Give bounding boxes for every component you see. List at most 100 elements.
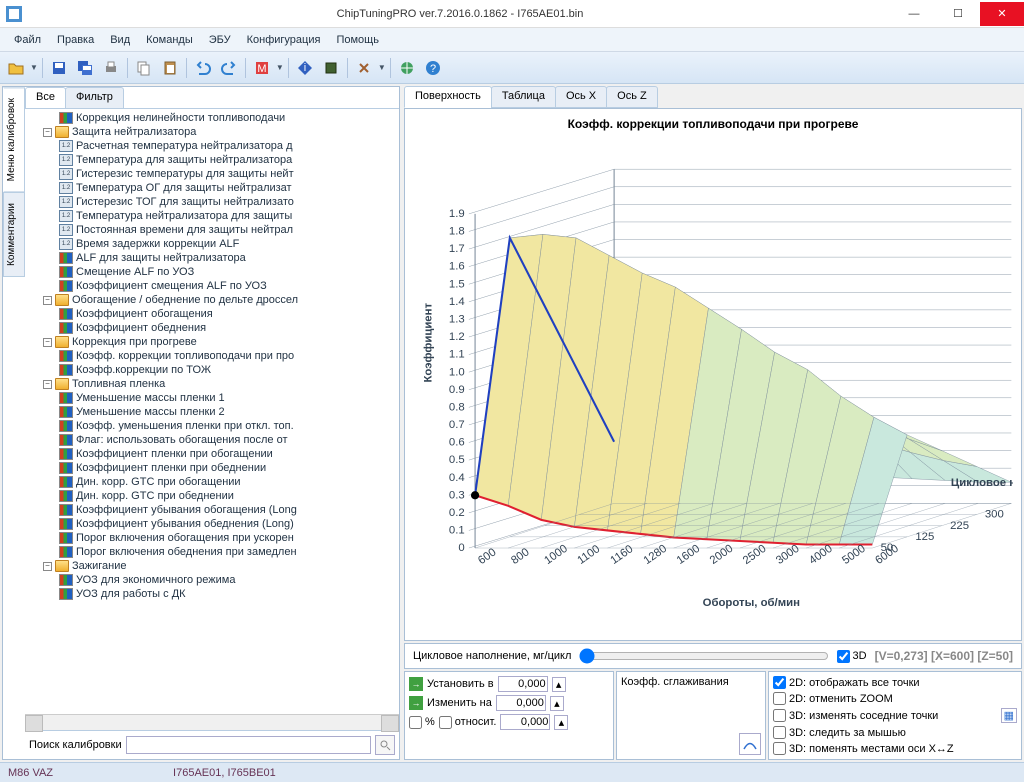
vtab-0[interactable]: Меню калибровок <box>3 87 25 192</box>
chart-tab-3[interactable]: Ось Z <box>606 86 658 108</box>
menu-Помощь[interactable]: Помощь <box>330 32 385 48</box>
calibration-tree[interactable]: Коррекция нелинейности топливоподачи−Защ… <box>25 109 399 714</box>
tree-node[interactable]: Коэффициент убывания обеднения (Long) <box>27 517 397 531</box>
tree-node[interactable]: Коэффициент обеднения <box>27 321 397 335</box>
opt-4[interactable] <box>773 742 786 755</box>
tree-node[interactable]: 1.2Температура нейтрализатора для защиты <box>27 209 397 223</box>
tree-tab-0[interactable]: Все <box>25 87 66 108</box>
tree-node[interactable]: Коэффициент пленки при обеднении <box>27 461 397 475</box>
menu-Вид[interactable]: Вид <box>104 32 136 48</box>
tool1-icon[interactable]: M <box>250 56 274 80</box>
tree-node[interactable]: Коэфф. уменьшения пленки при откл. топ. <box>27 419 397 433</box>
tree-node[interactable]: Порог включения обогащения при ускорен <box>27 531 397 545</box>
change-spinner[interactable]: ▴ <box>550 696 564 711</box>
menu-Конфигурация[interactable]: Конфигурация <box>241 32 327 48</box>
set-value-input[interactable] <box>498 676 548 692</box>
tree-node[interactable]: 1.2Гистерезис температуры для защиты ней… <box>27 167 397 181</box>
tree-node[interactable]: Дин. корр. GTC при обогащении <box>27 475 397 489</box>
set-spinner[interactable]: ▴ <box>552 677 566 692</box>
undo-icon[interactable] <box>191 56 215 80</box>
smoothing-button[interactable] <box>739 733 761 755</box>
menu-ЭБУ[interactable]: ЭБУ <box>203 32 237 48</box>
tree-label: Порог включения обогащения при ускорен <box>76 532 294 544</box>
vtab-1[interactable]: Комментарии <box>3 192 25 277</box>
opt-0[interactable] <box>773 676 786 689</box>
svg-text:M: M <box>257 63 266 75</box>
search-button[interactable] <box>375 735 395 755</box>
tree-node[interactable]: Уменьшение массы пленки 2 <box>27 405 397 419</box>
tree-node[interactable]: 1.2Гистерезис ТОГ для защиты нейтрализат… <box>27 195 397 209</box>
search-input[interactable] <box>126 736 371 754</box>
tree-node[interactable]: Коэффициент пленки при обогащении <box>27 447 397 461</box>
tree-node[interactable]: 1.2Температура ОГ для защиты нейтрализат <box>27 181 397 195</box>
info-icon[interactable]: i <box>293 56 317 80</box>
tree-node[interactable]: Уменьшение массы пленки 1 <box>27 391 397 405</box>
tree-tab-1[interactable]: Фильтр <box>65 87 124 108</box>
z-slider[interactable] <box>579 648 828 664</box>
tree-node[interactable]: 1.2Постоянная времени для защиты нейтрал <box>27 223 397 237</box>
tree-node[interactable]: Смещение ALF по УОЗ <box>27 265 397 279</box>
tree-node[interactable]: Коэффициент смещения ALF по УОЗ <box>27 279 397 293</box>
tree-node[interactable]: −Зажигание <box>27 559 397 573</box>
svg-text:1.6: 1.6 <box>449 261 465 273</box>
tree-node[interactable]: УОЗ для работы с ДК <box>27 587 397 601</box>
help-icon[interactable]: ? <box>421 56 445 80</box>
tree-node[interactable]: 1.2Расчетная температура нейтрализатора … <box>27 139 397 153</box>
svg-text:50: 50 <box>881 542 894 554</box>
open-icon[interactable] <box>4 56 28 80</box>
menu-Команды[interactable]: Команды <box>140 32 199 48</box>
tree-node[interactable]: −Коррекция при прогреве <box>27 335 397 349</box>
chart-tab-2[interactable]: Ось X <box>555 86 607 108</box>
config-icon[interactable] <box>352 56 376 80</box>
tree-node[interactable]: Дин. корр. GTC при обеднении <box>27 489 397 503</box>
grid-button[interactable]: ▦ <box>1001 708 1017 723</box>
change-value-input[interactable] <box>496 695 546 711</box>
tree-node[interactable]: Коэффициент убывания обогащения (Long <box>27 503 397 517</box>
paste-icon[interactable] <box>158 56 182 80</box>
tree-label: Защита нейтрализатора <box>72 126 196 138</box>
tree-node[interactable]: ALF для защиты нейтрализатора <box>27 251 397 265</box>
print-icon[interactable] <box>99 56 123 80</box>
window-title: ChipTuningPRO ver.7.2016.0.1862 - I765AE… <box>28 8 892 20</box>
chart-tab-1[interactable]: Таблица <box>491 86 556 108</box>
opt-1[interactable] <box>773 692 786 705</box>
tree-node[interactable]: 1.2Время задержки коррекции ALF <box>27 237 397 251</box>
tree-node[interactable]: 1.2Температура для защиты нейтрализатора <box>27 153 397 167</box>
tree-node[interactable]: −Топливная пленка <box>27 377 397 391</box>
close-button[interactable]: ✕ <box>980 2 1024 26</box>
menu-Файл[interactable]: Файл <box>8 32 47 48</box>
percent-checkbox[interactable] <box>409 716 422 729</box>
change-arrow-icon[interactable]: → <box>409 696 423 710</box>
save-all-icon[interactable] <box>73 56 97 80</box>
options-box: 2D: отображать все точки2D: отменить ZOO… <box>768 671 1022 760</box>
tree-node[interactable]: УОЗ для экономичного режима <box>27 573 397 587</box>
tree-node[interactable]: Коррекция нелинейности топливоподачи <box>27 111 397 125</box>
minimize-button[interactable]: ― <box>892 2 936 26</box>
tree-node[interactable]: −Защита нейтрализатора <box>27 125 397 139</box>
tree-hscrollbar[interactable] <box>25 714 399 730</box>
val-icon: 1.2 <box>59 154 73 166</box>
chart-tab-0[interactable]: Поверхность <box>404 86 492 108</box>
tree-node[interactable]: Коэфф.коррекции по ТОЖ <box>27 363 397 377</box>
tree-node[interactable]: Порог включения обеднения при замедлен <box>27 545 397 559</box>
rel-spinner[interactable]: ▴ <box>554 715 568 730</box>
maximize-button[interactable]: ☐ <box>936 2 980 26</box>
opt-2[interactable] <box>773 709 786 722</box>
menu-Правка[interactable]: Правка <box>51 32 100 48</box>
save-icon[interactable] <box>47 56 71 80</box>
tree-node[interactable]: Флаг: использовать обогащения после от <box>27 433 397 447</box>
set-arrow-icon[interactable]: → <box>409 677 423 691</box>
web-icon[interactable] <box>395 56 419 80</box>
surface-chart[interactable]: 00.10.20.30.40.50.60.70.80.91.01.11.21.3… <box>413 135 1013 630</box>
relative-value-input[interactable] <box>500 714 550 730</box>
chip-icon[interactable] <box>319 56 343 80</box>
opt-3[interactable] <box>773 726 786 739</box>
redo-icon[interactable] <box>217 56 241 80</box>
tree-node[interactable]: Коэффициент обогащения <box>27 307 397 321</box>
tree-node[interactable]: −Обогащение / обеднение по дельте дроссе… <box>27 293 397 307</box>
chart-icon <box>59 546 73 558</box>
3d-checkbox[interactable] <box>837 650 850 663</box>
relative-checkbox[interactable] <box>439 716 452 729</box>
copy-icon[interactable] <box>132 56 156 80</box>
tree-node[interactable]: Коэфф. коррекции топливоподачи при про <box>27 349 397 363</box>
